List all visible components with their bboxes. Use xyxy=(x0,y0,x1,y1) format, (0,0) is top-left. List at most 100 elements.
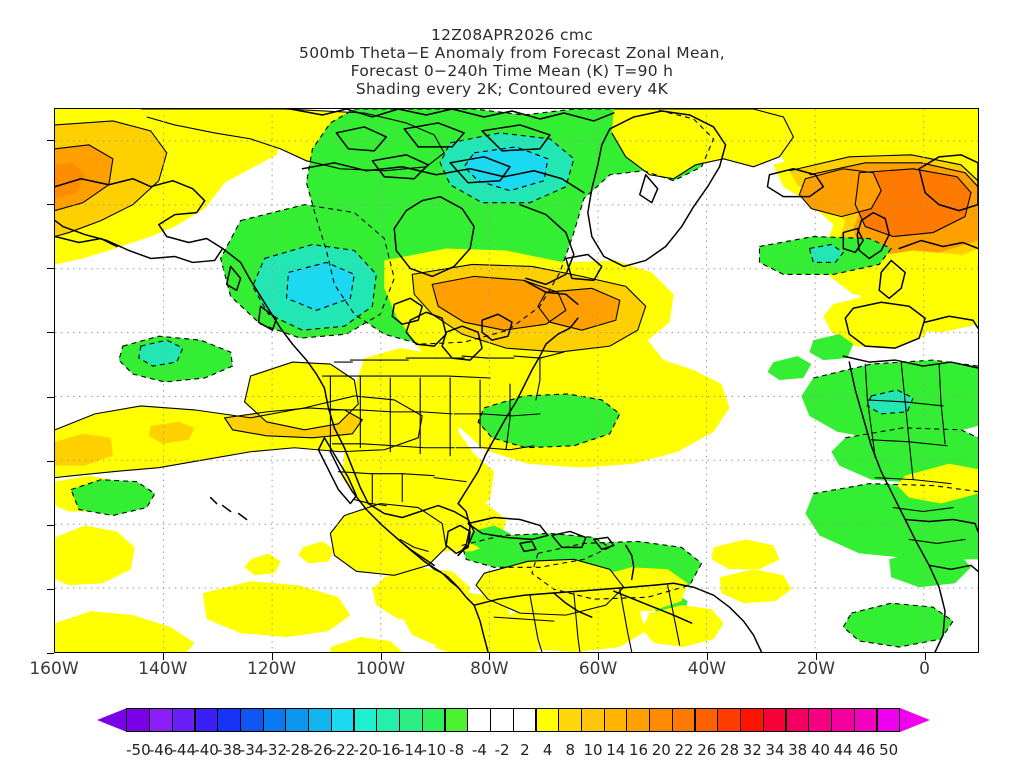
shade-cyan-teal-core xyxy=(286,262,355,311)
coastline-canada-north xyxy=(301,162,585,194)
contour-solid-eus3 xyxy=(537,287,621,331)
shade-yellow-greenland-north xyxy=(611,109,794,179)
colorbar-cell xyxy=(717,708,741,732)
coastline-greenland-detail xyxy=(638,174,659,204)
colorbar-cell xyxy=(376,708,400,732)
contour-dashed-pacific-eq xyxy=(461,532,611,568)
shade-teal-canary xyxy=(867,389,914,414)
xtick-60w: 60W xyxy=(578,659,618,679)
colorbar-tick-label: 50 xyxy=(879,741,899,759)
xtick-160w: 160W xyxy=(29,659,79,679)
colorbar-cell xyxy=(285,708,309,732)
colorbar-cell xyxy=(581,708,605,732)
coastline-arctic-isl5 xyxy=(449,156,511,184)
contour-dashed-canary-core xyxy=(866,389,914,415)
colorbar-cell xyxy=(831,708,855,732)
xtickmark-0 xyxy=(924,653,926,660)
coastline-us-ne xyxy=(545,317,579,345)
border-mexico2 xyxy=(399,538,429,552)
shade-yellow-pacific-mid3 xyxy=(55,611,195,652)
coastline-gulf-stlawrence xyxy=(523,279,579,306)
coastline-samerica-north xyxy=(473,582,675,606)
shade-green-safrica xyxy=(843,603,954,648)
colorbar-tick-label: -38 xyxy=(217,741,242,759)
coastline-lesser-antilles xyxy=(625,544,635,581)
shade-orange-eastern-us xyxy=(432,276,566,331)
xtick-100w: 100W xyxy=(355,659,406,679)
colorbar-cell xyxy=(126,708,150,732)
coastline-greatlakes4 xyxy=(481,313,513,341)
border-sa1 xyxy=(529,594,543,652)
contour-dashed-tropatl2 xyxy=(813,483,978,495)
border-state6 xyxy=(327,409,453,415)
coastline-arctic-isl3 xyxy=(481,124,551,152)
colorbar-cell xyxy=(626,708,651,732)
colorbar-tick-label: 32 xyxy=(742,741,762,759)
xtick-140w: 140W xyxy=(138,659,188,679)
shade-yellow-amazon9 xyxy=(330,637,403,652)
colorbar-cell xyxy=(421,708,446,732)
contour-dashed-canada-outer xyxy=(305,109,715,345)
border-sa2 xyxy=(573,592,581,652)
colorbar-tick-label: -32 xyxy=(262,741,288,759)
shade-green-pacific1 xyxy=(70,479,155,516)
coastline-camerica2 xyxy=(397,538,435,567)
colorbar-tick-label: -46 xyxy=(148,741,174,759)
coastline-uk xyxy=(856,211,890,260)
contour-solid-npacific2 xyxy=(55,144,114,212)
colorbar-tick-label: -28 xyxy=(285,741,310,759)
colorbar-tick-label: 26 xyxy=(697,741,717,759)
border-state10 xyxy=(505,383,511,451)
contour-solid-camerica xyxy=(329,502,447,576)
colorbar-tick-label: -8 xyxy=(449,741,465,759)
colorbar-left-arrow xyxy=(97,708,127,732)
borders-us-states xyxy=(321,351,565,505)
colorbar: -50 -46 -44 -40 -38 -34 -32 -28 -26 -22 -20 -16 -14-… xyxy=(0,700,1024,762)
coastline-iberia xyxy=(844,301,926,349)
anomaly-shading-layer xyxy=(55,109,978,652)
shade-green-canary2 xyxy=(767,356,812,381)
coastline-jamaica xyxy=(519,540,537,553)
title-line-forecast: Forecast 0−240h Time Mean (K) T=90 h xyxy=(350,62,674,80)
colorbar-tick-label: 16 xyxy=(628,741,649,759)
colorbar-tick-label: -20 xyxy=(353,741,378,759)
ytickmark-70n xyxy=(47,140,54,142)
contour-solid-eus xyxy=(411,263,647,353)
border-sa5 xyxy=(493,616,555,622)
ytickmark-30n xyxy=(47,396,54,398)
xtickmark-120w xyxy=(271,653,273,660)
colorbar-cell xyxy=(853,708,878,732)
contour-solid-pac-edge xyxy=(55,395,423,479)
border-state13 xyxy=(535,357,541,401)
contour-dashed-hudson-core xyxy=(285,261,355,311)
border-africa3 xyxy=(938,363,946,445)
colorbar-tick-label: -16 xyxy=(376,741,401,759)
contour-dashed-carib xyxy=(531,540,703,600)
border-state11 xyxy=(453,413,541,417)
colorbar-cell xyxy=(694,708,719,732)
border-mexico1 xyxy=(353,499,387,507)
colorbar-cell xyxy=(262,708,287,732)
contour-dashed-azores xyxy=(758,235,893,275)
colorbar-tick-label: 40 xyxy=(810,741,830,759)
coastline-hawaii xyxy=(209,496,248,521)
colorbar-cell xyxy=(194,708,219,732)
shade-yellow-eq-sm1 xyxy=(298,541,335,564)
colorbar-cell xyxy=(490,708,514,732)
coastline-us-gulf xyxy=(367,502,475,557)
colorbar-tick-label: 46 xyxy=(856,741,876,759)
xtick-20w: 20W xyxy=(796,659,836,679)
coastline-greatlakes1 xyxy=(441,325,483,361)
colorbar-tick-label: -44 xyxy=(171,741,197,759)
colorbar-tick-label: -14 xyxy=(398,741,424,759)
coastline-greatlakes2 xyxy=(405,311,447,347)
coastline-florida xyxy=(457,502,471,557)
xtick-120w: 120W xyxy=(246,659,297,679)
colorbar-cell xyxy=(671,708,696,732)
shade-yellow-amazon8 xyxy=(711,539,780,570)
coastline-africa-guinea xyxy=(904,518,978,533)
coastline-arctic-archipelago xyxy=(289,109,615,122)
coastline-aleutians xyxy=(55,235,118,248)
ytickmark-20n xyxy=(47,460,54,462)
xtickmark-20w xyxy=(815,653,817,660)
